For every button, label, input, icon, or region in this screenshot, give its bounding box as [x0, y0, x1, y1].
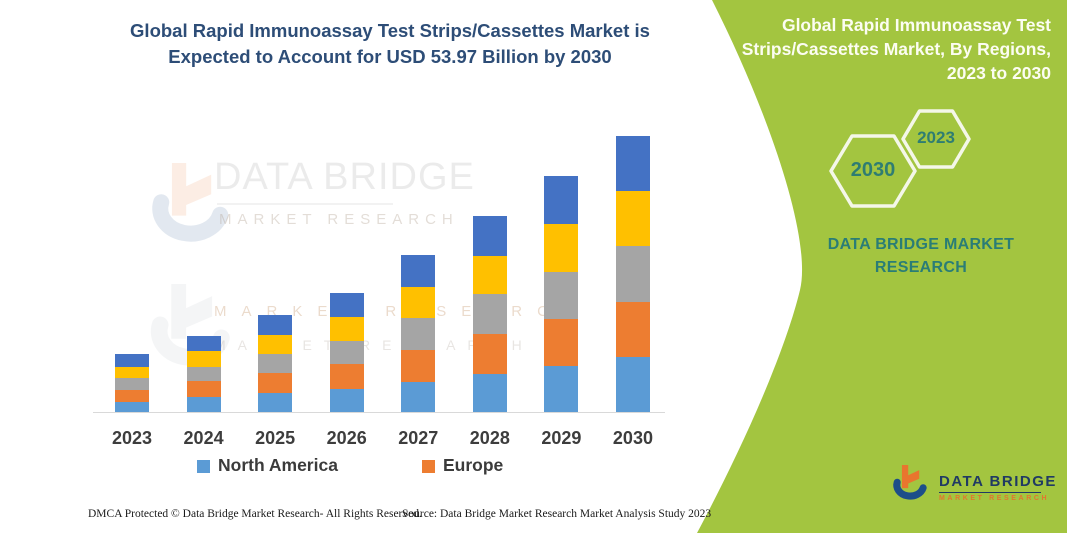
bar-2026-segment-europe — [329, 364, 364, 389]
bar-2030-segment-europe — [615, 301, 650, 358]
brand-text-line2: RESEARCH — [874, 259, 968, 276]
x-label-2025: 2025 — [255, 428, 296, 449]
bar-2028-segment-europe — [472, 333, 507, 374]
x-label-text-2027: 2027 — [398, 428, 439, 448]
bar-2025-segment-north-america — [258, 393, 293, 412]
bar-2029-segment-series5-blue — [544, 176, 579, 224]
data-bridge-logo: DATA BRIDGE MARKET RESEARCH — [887, 463, 1057, 511]
bar-2025-segment-europe — [258, 373, 293, 394]
bar-2024-segment-series4-yellow — [186, 351, 221, 367]
bar-2024-segment-north-america — [186, 397, 221, 412]
hexagon-2030-label: 2030 — [850, 159, 896, 181]
hexagon-2023-label: 2023 — [917, 128, 955, 147]
bar-2029 — [544, 176, 579, 412]
side-panel-heading-line2: Strips/Cassettes Market, By Regions, — [741, 39, 1051, 59]
bar-2028 — [472, 216, 507, 412]
logo-name: DATA BRIDGE — [939, 472, 1057, 490]
legend-label-north-america: North America — [218, 455, 338, 475]
x-label-2023: 2023 — [111, 428, 153, 449]
bar-2023-segment-series5-blue — [115, 353, 149, 368]
x-label-2030: 2030 — [612, 428, 653, 449]
bar-2029-segment-europe — [544, 318, 579, 366]
x-label-2029: 2029 — [541, 428, 582, 449]
bar-2027-segment-series4-yellow — [401, 286, 436, 318]
bar-2028-segment-series3-gray — [472, 294, 507, 334]
bar-2029-segment-series4-yellow — [544, 224, 579, 272]
chart-title: Global Rapid Immunoassay Test Strips/Cas… — [58, 18, 722, 70]
legend-item-europe: Europe — [422, 455, 503, 476]
x-axis-line — [93, 412, 665, 413]
data-bridge-logo-text: DATA BRIDGE MARKET RESEARCH — [939, 473, 1057, 502]
side-panel-heading-line1: Global Rapid Immunoassay Test — [781, 15, 1051, 35]
bar-2027 — [401, 255, 436, 412]
chart-title-line1: Global Rapid Immunoassay Test Strips/Cas… — [130, 20, 650, 41]
x-label-2026: 2026 — [326, 428, 367, 449]
bar-2026-segment-series4-yellow — [329, 316, 364, 341]
bar-2026-segment-series5-blue — [329, 293, 364, 317]
x-label-2024: 2024 — [183, 428, 224, 449]
bar-2028-segment-series5-blue — [472, 216, 507, 256]
x-label-text-2030: 2030 — [612, 428, 653, 448]
bar-2030-segment-series4-yellow — [615, 191, 650, 246]
chart-title-line2: Expected to Account for USD 53.97 Billio… — [168, 46, 612, 67]
footer-source-text: Source: Data Bridge Market Research Mark… — [402, 508, 712, 520]
x-label-text-2025: 2025 — [255, 428, 296, 448]
bar-2030-segment-series5-blue — [615, 136, 650, 192]
bar-2026-segment-north-america — [329, 388, 364, 412]
bar-2026 — [329, 293, 364, 412]
legend-swatch-north-america — [197, 460, 210, 473]
bar-2025-segment-series5-blue — [258, 315, 293, 335]
bar-2024-segment-europe — [186, 381, 221, 398]
bar-2023-segment-series3-gray — [115, 378, 149, 390]
bar-2030 — [615, 136, 650, 412]
x-label-text-2024: 2024 — [183, 428, 224, 448]
x-label-text-2028: 2028 — [469, 428, 510, 448]
side-panel-heading-line3: 2023 to 2030 — [946, 63, 1051, 83]
side-panel-heading: Global Rapid Immunoassay Test Strips/Cas… — [721, 13, 1051, 85]
legend-swatch-europe — [422, 460, 435, 473]
x-label-text-2026: 2026 — [326, 428, 367, 448]
legend-label-europe: Europe — [443, 455, 504, 475]
bar-2027-segment-europe — [401, 349, 436, 382]
bar-2024-segment-series5-blue — [186, 336, 221, 352]
bar-2024-segment-series3-gray — [186, 366, 221, 382]
bar-2023-segment-series4-yellow — [115, 367, 149, 379]
x-axis-labels: 2023 2024 2025 2026 2027 2028 2029 2030 — [95, 428, 665, 449]
bar-2025 — [258, 315, 293, 412]
bar-2026-segment-series3-gray — [329, 340, 364, 364]
bar-2028-segment-north-america — [472, 373, 507, 412]
logo-rule — [939, 491, 1041, 493]
bar-2023-segment-europe — [115, 389, 149, 403]
stacked-bar-chart — [95, 136, 665, 412]
bar-2023-segment-north-america — [115, 402, 149, 412]
bar-2029-segment-north-america — [544, 366, 579, 412]
bar-2029-segment-series3-gray — [544, 271, 579, 319]
x-label-text-2029: 2029 — [541, 428, 582, 448]
brand-text: DATA BRIDGE MARKET RESEARCH — [788, 233, 1054, 279]
bar-2028-segment-series4-yellow — [472, 255, 507, 295]
brand-text-line1: DATA BRIDGE MARKET — [827, 236, 1015, 253]
legend-item-north-america: North America — [197, 455, 338, 476]
logo-subtitle: MARKET RESEARCH — [939, 494, 1050, 502]
data-bridge-logo-icon — [893, 465, 927, 500]
bar-2025-segment-series4-yellow — [258, 334, 293, 354]
bar-2023 — [115, 353, 149, 412]
x-label-text-2023: 2023 — [111, 428, 153, 448]
bar-2030-segment-north-america — [615, 357, 650, 412]
bar-2024 — [186, 336, 221, 412]
bar-2027-segment-series5-blue — [401, 255, 436, 287]
bar-2030-segment-series3-gray — [615, 245, 650, 302]
x-label-2028: 2028 — [469, 428, 510, 449]
bar-2027-segment-series3-gray — [401, 317, 436, 350]
footer-dmca-text: DMCA Protected © Data Bridge Market Rese… — [88, 508, 422, 520]
x-label-2027: 2027 — [398, 428, 439, 449]
bar-2027-segment-north-america — [401, 381, 436, 412]
bar-2025-segment-series3-gray — [258, 353, 293, 374]
